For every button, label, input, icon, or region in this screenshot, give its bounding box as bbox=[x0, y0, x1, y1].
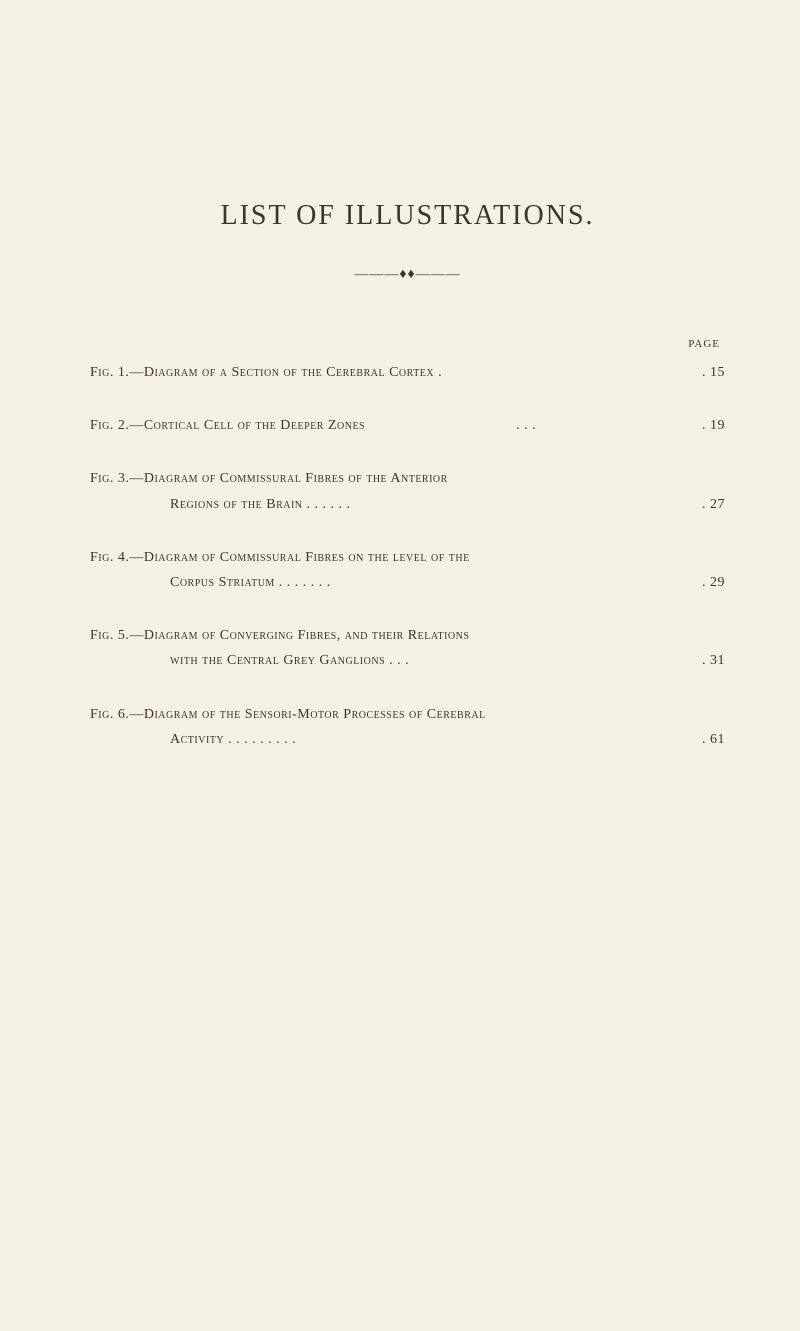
entry-page-number: . 27 bbox=[702, 492, 725, 517]
entry-continuation-text: Corpus Striatum . . . . . . . bbox=[170, 570, 331, 595]
leader-dots: . . . bbox=[516, 413, 536, 438]
illustration-entry: Fig. 6.—Diagram of the Sensori-Motor Pro… bbox=[90, 702, 725, 752]
entry-page-number: . 19 bbox=[702, 413, 725, 438]
entry-text: Fig. 1.—Diagram of a Section of the Cere… bbox=[90, 360, 442, 385]
page-title: LIST OF ILLUSTRATIONS. bbox=[90, 200, 725, 232]
illustration-entry: Fig. 4.—Diagram of Commissural Fibres on… bbox=[90, 545, 725, 595]
entry-page-number: . 29 bbox=[702, 570, 725, 595]
entry-page-number: . 31 bbox=[702, 648, 725, 673]
entry-continuation-text: Activity . . . . . . . . . bbox=[170, 727, 296, 752]
section-divider: ———♦♦——— bbox=[90, 267, 725, 283]
entry-page-number: . 61 bbox=[702, 727, 725, 752]
entry-continuation-text: Regions of the Brain . . . . . . bbox=[170, 492, 351, 517]
entry-continuation-text: with the Central Grey Ganglions . . . bbox=[170, 648, 409, 673]
entry-text: Fig. 5.—Diagram of Converging Fibres, an… bbox=[90, 623, 469, 648]
entry-text: Fig. 4.—Diagram of Commissural Fibres on… bbox=[90, 545, 470, 570]
illustration-entry: Fig. 2.—Cortical Cell of the Deeper Zone… bbox=[90, 413, 725, 438]
entry-text: Fig. 3.—Diagram of Commissural Fibres of… bbox=[90, 466, 448, 491]
page-column-header: PAGE bbox=[90, 338, 725, 350]
illustration-entry: Fig. 3.—Diagram of Commissural Fibres of… bbox=[90, 466, 725, 516]
illustration-entry: Fig. 1.—Diagram of a Section of the Cere… bbox=[90, 360, 725, 385]
illustration-entry: Fig. 5.—Diagram of Converging Fibres, an… bbox=[90, 623, 725, 673]
entry-text: Fig. 6.—Diagram of the Sensori-Motor Pro… bbox=[90, 702, 486, 727]
entry-page-number: . 15 bbox=[702, 360, 725, 385]
entry-text: Fig. 2.—Cortical Cell of the Deeper Zone… bbox=[90, 413, 365, 438]
